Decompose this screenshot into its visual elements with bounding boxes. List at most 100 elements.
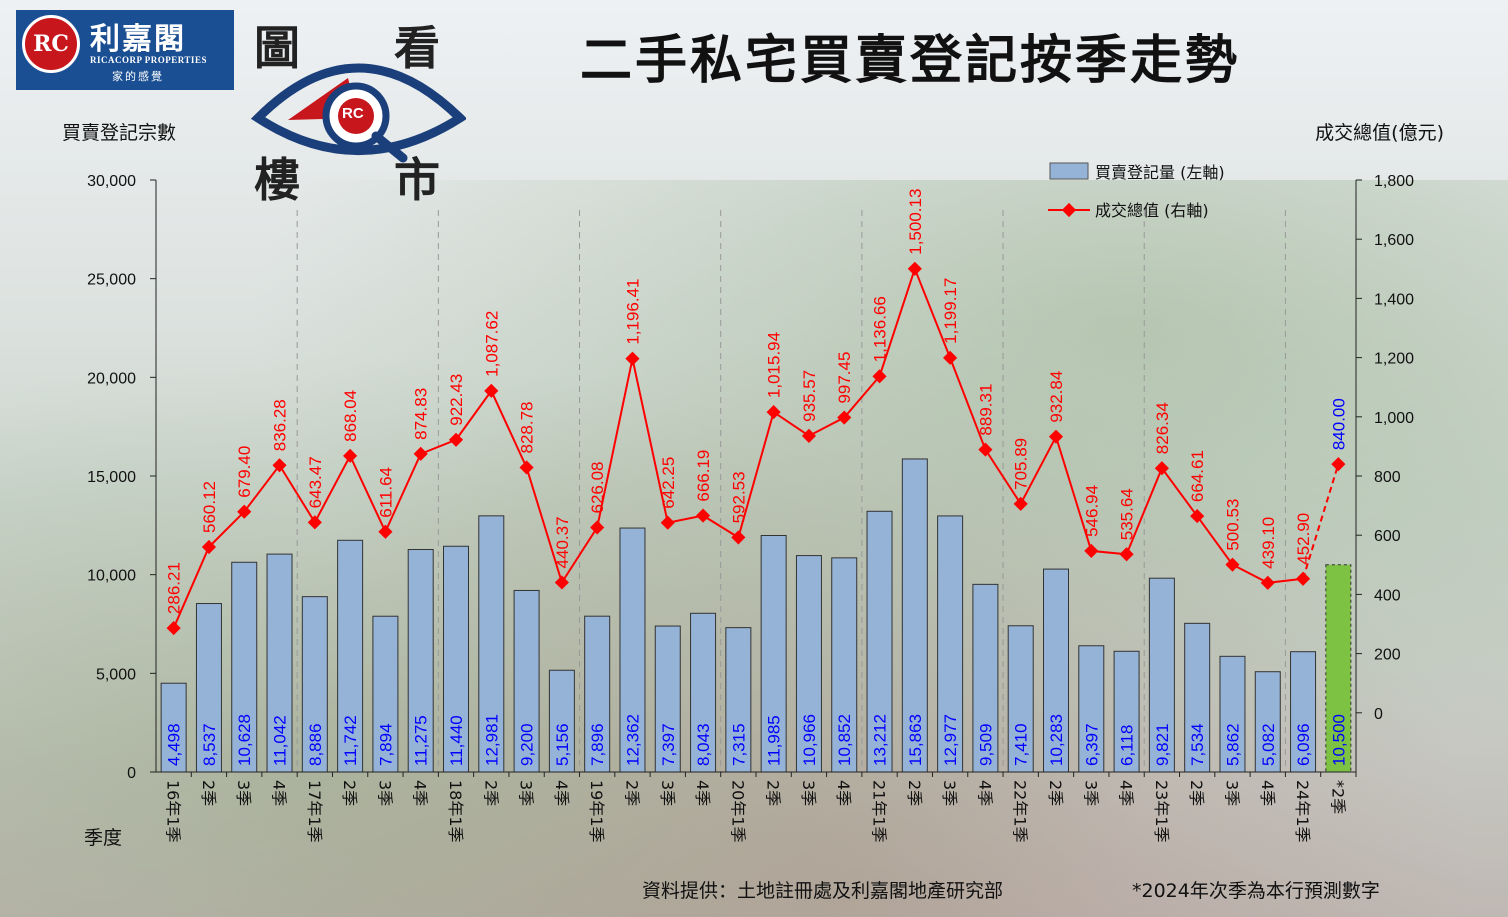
category-label: 2季 [905,780,924,806]
logo-seal: RC [22,15,80,73]
line-value-label: 1,500.13 [906,189,925,255]
bar-value-label: 4,498 [165,723,184,766]
line-marker [907,261,922,276]
line-value-label: 500.53 [1223,499,1242,551]
line-value-label: 643.47 [306,456,325,508]
bar-value-label: 9,509 [976,723,995,766]
bar [584,615,611,773]
line-marker [766,405,781,420]
bar-value-label: 11,042 [271,715,290,766]
category-label: 4季 [552,780,571,806]
bar [372,615,399,773]
category-label: 19年1季 [587,780,606,843]
bar [1219,655,1246,773]
line-value-label: 1,015.94 [765,332,784,398]
category-label: 4季 [1258,780,1277,806]
category-label: 21年1季 [870,780,889,843]
line-marker [378,524,393,539]
line-value-label: 666.19 [694,450,713,502]
line-value-label: 705.89 [1012,438,1031,490]
line-marker [801,428,817,443]
category-label: 3季 [234,780,253,806]
category-label: 23年1季 [1152,780,1171,843]
bar [654,625,681,773]
category-label: 3季 [517,780,536,806]
category-label: 22年1季 [1011,780,1030,843]
left-tick-label: 0 [127,765,136,782]
right-tick-label: 800 [1374,469,1401,486]
right-tick-label: 1,800 [1374,173,1414,190]
line-marker [1225,557,1240,572]
line-marker [872,369,887,384]
bar-value-label: 6,397 [1082,723,1101,766]
line-marker [1119,547,1134,562]
line-value-label: 560.12 [200,481,219,533]
bar-value-label: 15,863 [906,714,925,766]
category-label: 3季 [375,780,394,806]
line-value-label: 1,087.62 [482,311,501,377]
category-label: 2季 [340,780,359,806]
line-marker [978,442,993,457]
bar [1254,671,1281,773]
legend-bar-label: 買賣登記量 (左軸) [1095,163,1225,182]
line-marker [1295,571,1311,586]
line-value-label: 1,136.66 [871,296,890,362]
bar [1184,622,1211,773]
line-value-label: 439.10 [1259,517,1278,569]
right-tick-label: 1,200 [1374,351,1414,368]
bar [901,458,928,773]
line-value-label: 642.25 [659,457,678,509]
logo-english-name: RICACORP PROPERTIES [90,55,207,65]
line-marker [272,458,287,473]
line-marker [1190,509,1205,524]
right-tick-label: 0 [1374,706,1383,723]
category-label: 3季 [1081,780,1100,806]
line-value-label: 889.31 [976,384,995,436]
line-marker [590,520,605,535]
bar [866,510,893,773]
category-label: 20年1季 [728,780,747,843]
category-label: 4季 [411,780,430,806]
line-value-label: 679.40 [235,446,254,498]
left-tick-label: 20,000 [87,370,136,387]
chart-title: 二手私宅買賣登記按季走勢 [580,31,1241,91]
line-marker [660,515,675,530]
bar [1043,568,1069,773]
category-label: *2季 [1328,780,1347,814]
line-group [166,261,1346,636]
bar [443,545,469,773]
bar-value-label: 5,082 [1259,723,1278,766]
line-marker [519,460,534,475]
line-value-label: 932.84 [1047,371,1066,423]
bar [160,682,187,773]
grid-group [296,210,1286,772]
category-label: 2季 [199,780,218,806]
category-label: 18年1季 [446,780,465,843]
bar-value-label: 11,275 [412,715,431,766]
bar [725,627,752,773]
logo-tagline: 家的感覺 [112,70,164,83]
forecast-footnote: *2024年次季為本行預測數字 [1132,880,1380,902]
eye-logo-char-3: 樓 [254,153,300,207]
category-label: 4季 [1117,780,1136,806]
bar [1007,625,1034,773]
right-tick-label: 1,000 [1374,410,1414,427]
line-marker [201,539,217,555]
line-marker [943,350,958,365]
bar [513,589,540,773]
legend-line-marker [1061,202,1077,218]
line-marker [625,351,640,366]
bar-value-label: 9,821 [1153,723,1172,766]
line-marker [413,446,428,461]
left-tick-label: 25,000 [87,272,136,289]
line-marker [1260,575,1275,590]
category-label: 2季 [1187,780,1206,806]
bar [937,515,964,773]
left-tick-label: 15,000 [87,469,136,486]
line-value-label: 440.37 [553,516,572,568]
line-value-label: 592.53 [729,471,748,523]
line-value-label: 826.34 [1153,402,1172,454]
eye-logo: 圖 看 樓 市 RC [248,8,468,208]
category-label: 4季 [693,780,712,806]
